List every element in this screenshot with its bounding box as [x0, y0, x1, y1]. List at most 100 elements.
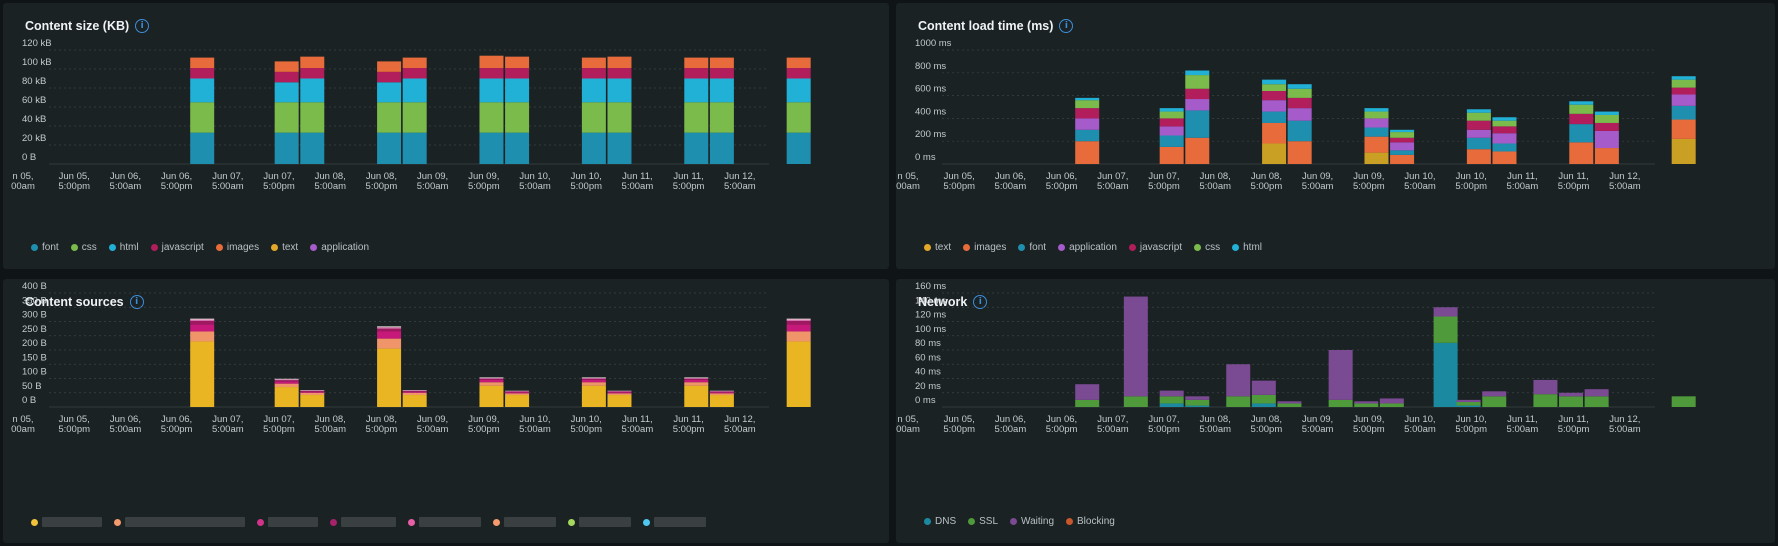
legend-item[interactable]: DNS [924, 516, 956, 527]
legend-item[interactable] [408, 517, 481, 527]
bar-segment [1287, 97, 1312, 109]
bar-segment [1569, 101, 1594, 105]
x-tick-line: Jun 12, [1609, 414, 1640, 425]
x-tick-line: 5:00am [1404, 181, 1436, 192]
bar-segment [402, 78, 427, 103]
bar-segment [1075, 399, 1100, 407]
bar-segment [684, 379, 709, 383]
x-tick-line: Jun 07, [1097, 171, 1128, 182]
legend-item[interactable]: css [70, 242, 97, 253]
bar-segment [505, 102, 530, 133]
x-tick-line: 00am [11, 424, 35, 435]
content-size-panel: Content size (KB) i 0 B 20 kB 40 kB 60 kB 80… [3, 3, 889, 269]
bar-segment [1075, 118, 1100, 130]
legend-item[interactable]: font [31, 242, 59, 253]
bar-segment [581, 379, 606, 383]
x-tick-label: Jun 06, 5:00am [995, 171, 1027, 192]
legend-label: html [1243, 242, 1263, 253]
legend-item[interactable] [114, 517, 245, 527]
legend-item[interactable] [643, 517, 706, 527]
x-tick-label: Jun 11, 5:00pm [673, 171, 705, 192]
legend-item[interactable]: html [108, 242, 139, 253]
legend-item[interactable] [493, 517, 556, 527]
info-icon[interactable]: i [129, 295, 144, 309]
bar-segment [274, 383, 299, 388]
panel-title-text: Network [918, 295, 968, 309]
bar-segment [1390, 154, 1415, 164]
x-tick-line: 5:00pm [1558, 181, 1590, 192]
bar-segment [684, 102, 709, 133]
legend-item[interactable]: Blocking [1066, 516, 1115, 527]
bar-segment [1251, 380, 1276, 395]
bar-segment [607, 393, 632, 396]
bar-segment [190, 318, 215, 320]
panel-title-text: Content load time (ms) [918, 19, 1054, 33]
bar-segment [1328, 350, 1353, 400]
bar-segment [1287, 88, 1312, 98]
legend-swatch-icon [1018, 244, 1026, 251]
x-tick-line: 5:00pm [1046, 181, 1078, 192]
legend-item[interactable]: text [271, 242, 298, 253]
legend-swatch-icon [108, 244, 116, 251]
legend-item[interactable]: html [1232, 242, 1262, 253]
bar-segment [1226, 396, 1251, 407]
info-icon[interactable]: i [135, 19, 150, 33]
bar-segment [1123, 296, 1148, 397]
legend-item[interactable]: images [963, 242, 1006, 253]
legend-item[interactable]: images [215, 242, 259, 253]
info-icon[interactable]: i [973, 295, 988, 309]
legend-item[interactable]: application [310, 242, 369, 253]
bar-segment [607, 395, 632, 407]
x-tick-label: Jun 05, 5:00pm [58, 414, 90, 435]
legend-swatch-icon [643, 518, 650, 526]
legend-item[interactable]: font [1018, 242, 1046, 253]
panel-title: Content load time (ms) i [918, 19, 1074, 33]
legend-swatch-icon [1128, 244, 1136, 251]
x-tick-line: Jun 06, [995, 414, 1026, 425]
bar-segment [377, 338, 402, 349]
bar-segment [1185, 396, 1210, 400]
bar-segment [709, 395, 734, 407]
x-tick-line: Jun 05, [944, 414, 975, 425]
legend-item[interactable]: javascript [1128, 242, 1182, 253]
x-tick-line: 5:00am [1404, 424, 1436, 435]
bar-segment [684, 378, 709, 380]
bar-segment [377, 132, 402, 164]
bar-segment [786, 320, 811, 325]
bar-segment [300, 391, 325, 393]
x-tick-label: Jun 05, 5:00pm [58, 171, 90, 192]
bar-segment [1379, 398, 1404, 404]
x-tick-line: Jun 11, [1558, 414, 1588, 425]
x-tick-label: Jun 08, 5:00pm [366, 414, 398, 435]
legend-item[interactable]: Waiting [1010, 516, 1054, 527]
bar-segment [1584, 389, 1609, 397]
bar-segment [377, 71, 402, 83]
bar-segment [581, 385, 606, 407]
bar-segment [402, 395, 427, 407]
legend-item[interactable]: application [1058, 242, 1117, 253]
legend-item[interactable] [330, 517, 396, 527]
bar-segment [1159, 146, 1184, 164]
x-tick-line: 5:00am [1507, 424, 1539, 435]
legend-item[interactable] [31, 517, 102, 527]
bar-segment [479, 377, 504, 378]
bar-segment [1559, 396, 1584, 407]
info-icon[interactable]: i [1059, 19, 1074, 33]
legend-item[interactable] [257, 517, 318, 527]
legend-swatch-icon [257, 518, 264, 526]
x-tick-line: n 05, [12, 414, 33, 425]
bar-segment [786, 341, 811, 407]
legend-item[interactable]: SSL [968, 516, 998, 527]
legend-item[interactable]: text [924, 242, 951, 253]
legend-item[interactable]: javascript [150, 242, 204, 253]
x-tick-label: Jun 12, 5:00am [724, 171, 756, 192]
x-tick-line: Jun 09, [468, 414, 499, 425]
legend-swatch-icon [70, 244, 78, 251]
legend-item[interactable] [568, 517, 631, 527]
legend-item[interactable]: css [1194, 242, 1220, 253]
x-tick-line: Jun 10, [571, 414, 602, 425]
bar-segment [1433, 316, 1458, 343]
redacted-legend-label [504, 517, 556, 527]
bar-segment [190, 320, 215, 325]
x-tick-line: Jun 10, [1404, 171, 1435, 182]
